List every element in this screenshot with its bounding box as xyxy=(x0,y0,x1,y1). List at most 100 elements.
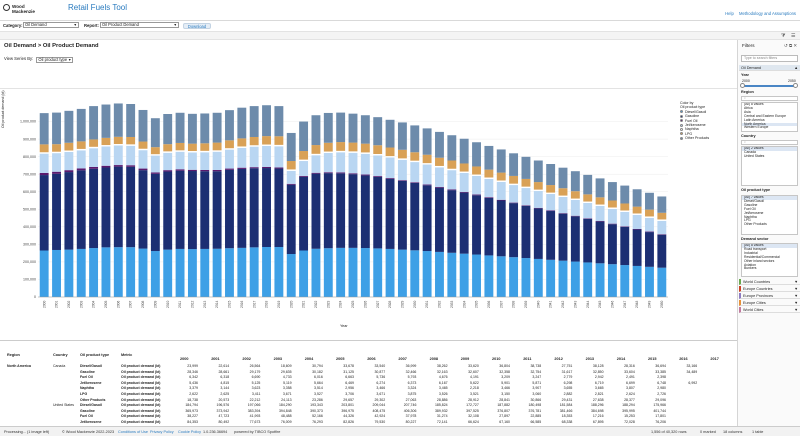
view-series-select[interactable]: Oil product type ▼ xyxy=(36,57,74,63)
col-header-year[interactable]: 2000 xyxy=(180,357,189,361)
oil-type-filter-item[interactable]: (All) 7 values xyxy=(742,196,797,200)
year-range-slider[interactable] xyxy=(742,85,796,87)
x-tick-label: 2019 xyxy=(277,300,281,308)
col-header-year[interactable]: 2008 xyxy=(429,357,439,361)
demand-sector-filter-item[interactable]: Road transport xyxy=(744,246,767,251)
oil-type-filter-item[interactable]: Fuel Oil xyxy=(744,206,756,211)
conditions-link[interactable]: Conditions of Use xyxy=(118,430,148,434)
col-header-year[interactable]: 2001 xyxy=(211,357,220,361)
filter-section-collapsed[interactable]: World Countries ▼ xyxy=(739,279,800,285)
demand-sector-filter-item[interactable]: Residential/Commercial xyxy=(744,254,780,259)
bar-segment xyxy=(435,187,444,252)
report-select-value: Oil Product Demand xyxy=(102,22,139,27)
country-filter-list: (All) 2 values Canada United States xyxy=(741,146,798,186)
col-header-year[interactable]: 2012 xyxy=(554,357,563,361)
col-header-year[interactable]: 2005 xyxy=(336,357,345,361)
methodology-link[interactable]: Methodology and Assumptions xyxy=(738,11,796,16)
bar-segment xyxy=(274,136,284,145)
col-header-year[interactable]: 2017 xyxy=(710,357,719,361)
region-filter-item[interactable]: Western Europe xyxy=(744,125,769,130)
bar-segment xyxy=(323,151,333,153)
bar-segment xyxy=(509,183,519,186)
demand-sector-filter-item[interactable]: Aviation xyxy=(744,262,757,267)
oil-type-filter-item[interactable]: Naphtha xyxy=(744,214,757,219)
demand-sector-filter-item[interactable]: Other inland sectors xyxy=(744,258,775,263)
col-header-year[interactable]: 2006 xyxy=(367,357,376,361)
demand-sector-filter-item[interactable]: Bunkers xyxy=(744,266,757,271)
year-filter-label: Year xyxy=(741,73,750,77)
legend-item[interactable]: Diesel/Gasoil xyxy=(680,110,735,114)
col-header-year[interactable]: 2015 xyxy=(648,357,657,361)
bar-segment xyxy=(496,172,506,181)
region-search-input[interactable]: ⌕ xyxy=(741,96,798,101)
legend-item[interactable]: Fuel Oil xyxy=(680,119,735,123)
country-search-input[interactable]: ⌕ xyxy=(741,140,798,145)
oil-type-filter-item[interactable]: LPG xyxy=(744,218,751,223)
panel-options-icon[interactable]: ⋮ xyxy=(3,91,7,96)
col-header-year[interactable]: 2003 xyxy=(273,357,283,361)
table-count: 1 table xyxy=(752,430,764,434)
download-button[interactable]: Download xyxy=(183,23,211,29)
privacy-link[interactable]: Privacy Policy xyxy=(150,430,174,434)
year-slider-max-handle[interactable] xyxy=(793,83,798,88)
filter-search-input[interactable]: Type to search filters xyxy=(741,55,798,62)
filter-icon[interactable]: ⧩ xyxy=(781,33,786,39)
bar-segment xyxy=(286,184,296,255)
year-slider-min-handle[interactable] xyxy=(740,83,745,88)
demand-sector-filter-item[interactable]: (All) 8 values xyxy=(742,244,797,248)
filter-section-collapsed[interactable]: Europe Provinces ▼ xyxy=(739,293,800,299)
country-filter-item[interactable]: Canada xyxy=(744,149,756,154)
filter-section-oil-demand[interactable]: Oil Demand ▲ xyxy=(739,65,800,71)
country-filter-item[interactable]: (All) 2 values xyxy=(742,147,797,151)
region-filter-item[interactable]: Latin America xyxy=(744,117,765,122)
oil-type-filter-item[interactable]: Other Products xyxy=(744,222,767,227)
col-header-year[interactable]: 2016 xyxy=(679,357,688,361)
region-filter-item[interactable]: Central and Eastern Europe xyxy=(744,113,787,118)
legend-item[interactable]: LPG xyxy=(680,132,735,136)
col-header-year[interactable]: 2011 xyxy=(523,357,532,361)
logo-text-line1: Wood xyxy=(12,4,25,9)
cookie-link[interactable]: Cookie Policy xyxy=(178,430,202,434)
col-header-region[interactable]: Region xyxy=(7,353,20,357)
country-filter-item[interactable]: United States xyxy=(744,153,765,158)
oil-type-filter-item[interactable]: Diesel/Gasoil xyxy=(744,198,764,203)
sub-toolbar: ⧩ ☰ xyxy=(0,31,800,40)
copy-icon[interactable]: ⧉ xyxy=(788,43,793,48)
legend-item[interactable]: Naphtha xyxy=(680,127,735,131)
col-header-year[interactable]: 2009 xyxy=(460,357,470,361)
col-header-country[interactable]: Country xyxy=(53,353,68,357)
category-select[interactable]: Oil Demand ▼ xyxy=(23,22,79,28)
col-header-year[interactable]: 2010 xyxy=(492,357,501,361)
bar-segment xyxy=(472,175,481,195)
legend-item[interactable]: Gasoline xyxy=(680,114,735,118)
bar-segment xyxy=(89,166,99,169)
col-header-year[interactable]: 2002 xyxy=(242,357,251,361)
col-header-year[interactable]: 2013 xyxy=(585,357,595,361)
filter-section-collapsed[interactable]: World Cities ▼ xyxy=(739,307,800,313)
region-filter-item[interactable]: (All) 8 values xyxy=(744,102,764,106)
help-link[interactable]: Help xyxy=(725,11,734,16)
filter-section-collapsed[interactable]: Europe Countries ▼ xyxy=(739,286,800,292)
oil-type-filter-item[interactable]: Gasoline xyxy=(744,202,758,207)
col-header-metric[interactable]: Metric xyxy=(121,353,133,357)
col-header-year[interactable]: 2007 xyxy=(398,357,407,361)
menu-icon[interactable]: ☰ xyxy=(791,33,796,39)
reset-icon[interactable]: ↺ xyxy=(784,43,788,48)
col-header-type[interactable]: Oil product type xyxy=(80,353,110,357)
col-header-year[interactable]: 2014 xyxy=(616,357,626,361)
demand-sector-filter-item[interactable]: Industrial xyxy=(744,250,758,255)
close-icon[interactable]: ✕ xyxy=(793,43,797,48)
value-cell: 5,793 xyxy=(407,375,417,380)
oil-type-filter-item[interactable]: Jet/kerosene xyxy=(744,210,764,215)
region-filter-item[interactable]: Africa xyxy=(744,105,753,110)
col-header-year[interactable]: 2004 xyxy=(304,357,314,361)
report-select[interactable]: Oil Product Demand ▼ xyxy=(100,22,179,28)
region-filter-item[interactable]: Asia xyxy=(744,109,751,114)
legend-item[interactable]: Jet/kerosene xyxy=(680,123,735,127)
value-cell: 2,956 xyxy=(345,386,354,391)
filter-panel-icons: ↺ ⧉ ✕ xyxy=(784,43,797,49)
region-filter-item[interactable]: North America xyxy=(742,122,797,127)
filter-section-collapsed[interactable]: Europe Cities ▼ xyxy=(739,300,800,306)
value-cell: 41,993 xyxy=(249,414,261,419)
legend-item[interactable]: Other Products xyxy=(680,136,735,140)
